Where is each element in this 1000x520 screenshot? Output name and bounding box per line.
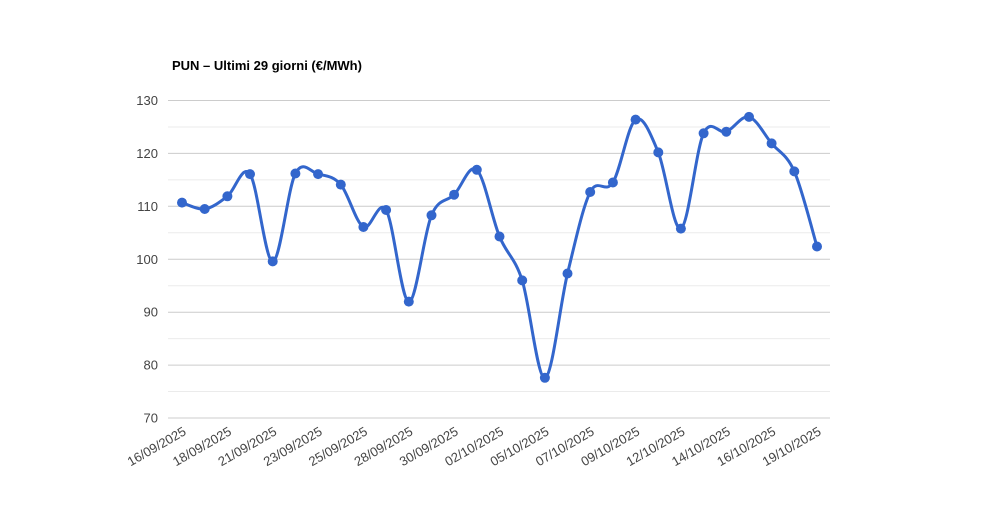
- data-point[interactable]: [494, 231, 505, 242]
- data-point[interactable]: [517, 275, 528, 286]
- data-point[interactable]: [766, 138, 777, 149]
- data-point[interactable]: [335, 179, 346, 190]
- data-point[interactable]: [744, 111, 754, 122]
- y-axis-tick-label: 80: [144, 358, 158, 373]
- data-point[interactable]: [812, 241, 822, 252]
- data-point[interactable]: [245, 169, 255, 180]
- data-point[interactable]: [539, 372, 550, 383]
- data-point[interactable]: [426, 210, 437, 221]
- data-point[interactable]: [471, 164, 482, 175]
- y-axis-tick-label: 130: [136, 93, 158, 108]
- data-point[interactable]: [267, 256, 278, 267]
- data-point[interactable]: [789, 166, 800, 177]
- data-point[interactable]: [675, 223, 686, 234]
- data-point[interactable]: [630, 114, 641, 125]
- data-point[interactable]: [698, 128, 709, 139]
- data-point[interactable]: [222, 191, 233, 202]
- y-axis-tick-label: 90: [144, 305, 158, 320]
- chart-title: PUN – Ultimi 29 giorni (€/MWh): [172, 58, 362, 73]
- data-point[interactable]: [313, 169, 324, 180]
- data-point[interactable]: [381, 205, 392, 215]
- data-point[interactable]: [607, 177, 618, 188]
- data-point[interactable]: [653, 147, 664, 158]
- y-axis-tick-label: 100: [136, 252, 158, 267]
- data-point[interactable]: [585, 187, 596, 197]
- y-axis-tick-label: 120: [136, 146, 158, 161]
- data-point[interactable]: [403, 296, 414, 307]
- data-point[interactable]: [290, 168, 301, 179]
- data-point[interactable]: [449, 189, 460, 200]
- data-point[interactable]: [177, 197, 187, 208]
- data-point[interactable]: [199, 204, 210, 214]
- data-point[interactable]: [721, 126, 732, 137]
- data-point[interactable]: [358, 222, 369, 232]
- data-point[interactable]: [562, 268, 573, 279]
- y-axis-tick-label: 110: [137, 199, 158, 214]
- y-axis-tick-label: 70: [144, 411, 158, 426]
